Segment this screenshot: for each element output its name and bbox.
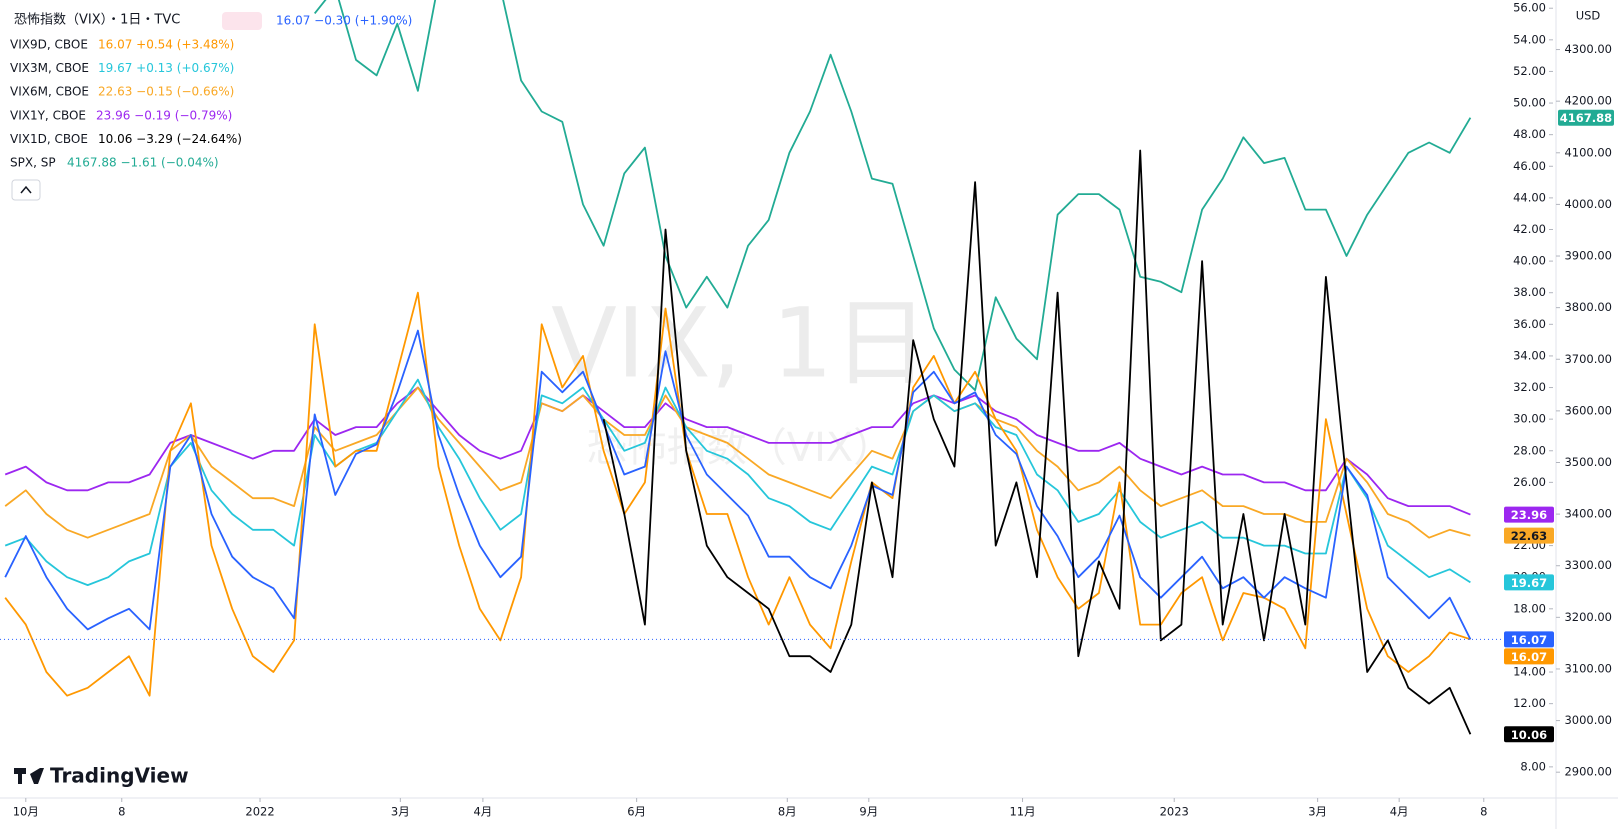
legend-value: 16.07 +0.54 (+3.48%): [98, 38, 234, 52]
y2-tick-label: 4000.00: [1564, 197, 1612, 211]
x-tick-label: 6月: [627, 805, 646, 819]
y2-tick-label: 3400.00: [1564, 507, 1612, 521]
x-tick-label: 8月: [778, 805, 797, 819]
series-line: [4, 329, 1472, 640]
legend-name: SPX, SP: [10, 156, 56, 170]
collapse-button[interactable]: [11, 179, 41, 201]
last-value-badge: [1504, 648, 1554, 665]
y2-tick-label: 4300.00: [1564, 42, 1612, 56]
y-tick-label: 12.00: [1513, 696, 1546, 710]
y-tick-label: 30.00: [1513, 412, 1546, 426]
y-tick-label: 32.00: [1513, 380, 1546, 394]
last-value-label: 22.63: [1511, 529, 1547, 543]
y-tick-label: 52.00: [1513, 64, 1546, 78]
x-tick-label: 4月: [1390, 805, 1409, 819]
watermark: VIX, 1日 恐怖指数（VIX）: [551, 287, 929, 471]
legend-value: 4167.88 −1.61 (−0.04%): [67, 156, 219, 170]
y-tick-label: 28.00: [1513, 443, 1546, 457]
y-tick-label: 50.00: [1513, 96, 1546, 110]
y2-tick-label: 3000.00: [1564, 713, 1612, 727]
y-tick-label: 14.00: [1513, 665, 1546, 679]
y-tick-label: 26.00: [1513, 475, 1546, 489]
x-tick-label: 2022: [245, 805, 274, 819]
x-tick-label: 3月: [1308, 805, 1327, 819]
series-line: [313, 0, 1472, 392]
legend-value: 10.06 −3.29 (−24.64%): [98, 132, 242, 146]
legend-value: 23.96 −0.19 (−0.79%): [96, 108, 232, 122]
last-value-badge: [1558, 109, 1614, 126]
last-value-badge: [1504, 726, 1554, 743]
y2-tick-label: 2900.00: [1564, 765, 1612, 779]
last-value-badge: [1504, 574, 1554, 591]
last-value-label: 16.07: [1511, 650, 1547, 664]
series-line: [4, 386, 1471, 516]
last-value-label: 4167.88: [1560, 111, 1612, 125]
last-value-badge: [1504, 527, 1554, 544]
x-tick-label: 8: [118, 805, 125, 819]
x-tick-label: 2023: [1160, 805, 1189, 819]
chart-title: 恐怖指数（VIX）・1日・TVC: [14, 12, 180, 28]
y-tick-label: 18.00: [1513, 601, 1546, 615]
series-line: [4, 291, 1471, 697]
y-tick-label: 36.00: [1513, 317, 1546, 331]
last-value-label: 19.67: [1511, 576, 1547, 590]
y-tick-label: 38.00: [1513, 285, 1546, 299]
y2-tick-label: 4100.00: [1564, 145, 1612, 159]
x-tick-label: 8: [1480, 805, 1487, 819]
last-value-label: 23.96: [1511, 508, 1547, 522]
legend-value: 22.63 −0.15 (−0.66%): [98, 85, 234, 99]
y2-tick-label: 3200.00: [1564, 610, 1612, 624]
plot-area: [0, 0, 1556, 735]
watermark-text: VIX, 1日: [551, 287, 929, 399]
y-tick-label: 8.00: [1520, 759, 1546, 773]
logo: TradingView: [14, 764, 189, 788]
y2-tick-label: 3100.00: [1564, 661, 1612, 675]
y2-tick-label: 3600.00: [1564, 403, 1612, 417]
y-tick-label: 34.00: [1513, 348, 1546, 362]
indicator-buttons[interactable]: [222, 12, 262, 30]
series-line: [4, 386, 1471, 539]
y-tick-label: 44.00: [1513, 190, 1546, 204]
legend-name: VIX9D, CBOE: [10, 38, 88, 52]
legend-name: VIX3M, CBOE: [10, 61, 89, 75]
last-value-badge: [1504, 631, 1554, 648]
y-tick-label: 54.00: [1513, 32, 1546, 46]
last-value-label: 16.07: [1511, 633, 1547, 647]
series-line: [4, 378, 1471, 586]
legend-name: VIX6M, CBOE: [10, 85, 89, 99]
y2-tick-label: 3300.00: [1564, 558, 1612, 572]
legend-name: VIX1D, CBOE: [10, 132, 88, 146]
y-tick-label: 42.00: [1513, 222, 1546, 236]
y2-tick-label: 3700.00: [1564, 352, 1612, 366]
last-value-badge: [1504, 506, 1554, 523]
collapse-icon: [20, 185, 32, 194]
legend-name: VIX1Y, CBOE: [10, 108, 86, 122]
x-tick-label: 9月: [859, 805, 878, 819]
y-tick-label: 48.00: [1513, 127, 1546, 141]
y-tick-label: 40.00: [1513, 254, 1546, 268]
legend-value: 19.67 +0.13 (+0.67%): [98, 61, 234, 75]
x-tick-label: 4月: [473, 805, 492, 819]
x-tick-label: 10月: [13, 805, 39, 819]
logo-text: TradingView: [50, 764, 189, 788]
logo-icon: [14, 768, 44, 784]
y-tick-label: 56.00: [1513, 1, 1546, 15]
legend-value: 16.07 −0.30 (+1.90%): [276, 14, 412, 28]
currency[interactable]: USD: [1576, 9, 1601, 23]
y2-tick-label: 3800.00: [1564, 300, 1612, 314]
y2-tick-label: 4200.00: [1564, 94, 1612, 108]
y2-tick-label: 3900.00: [1564, 249, 1612, 263]
y-tick-label: 46.00: [1513, 159, 1546, 173]
x-tick-label: 3月: [391, 805, 410, 819]
series-line: [602, 149, 1472, 735]
y2-tick-label: 3500.00: [1564, 455, 1612, 469]
x-tick-label: 11月: [1009, 805, 1035, 819]
last-value-label: 10.06: [1511, 728, 1547, 742]
